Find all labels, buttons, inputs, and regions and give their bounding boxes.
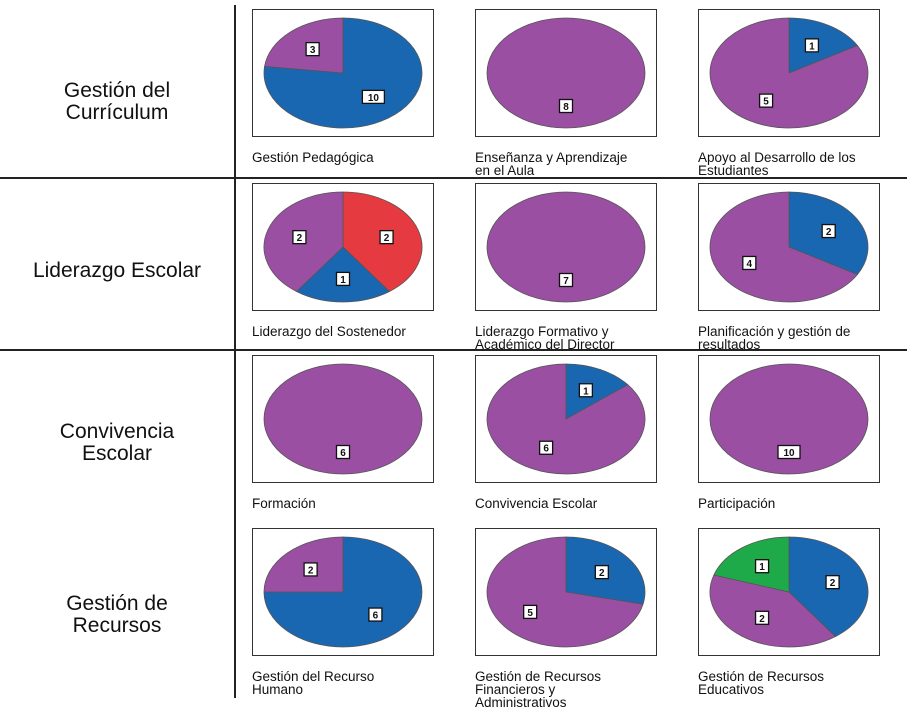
slice-value-label: 1 [805,39,818,53]
slice-value-label: 10 [362,90,384,104]
slice-value-label: 1 [337,272,350,286]
pie-chart-title: Planificación y gestión de resultados [698,325,850,351]
pie-chart-title: Gestión de Recursos Educativos [698,670,824,696]
pie-chart: 62 [252,528,434,656]
svg-text:1: 1 [809,41,815,52]
row-label-recursos: Gestión de Recursos [0,593,234,637]
pie-chart-title: Gestión Pedagógica [252,151,374,164]
svg-text:2: 2 [826,227,832,238]
slice-value-label: 7 [560,274,573,288]
pie-chart: 25 [475,528,657,656]
slice-value-label: 2 [595,566,608,580]
svg-text:2: 2 [830,578,836,589]
svg-text:10: 10 [368,93,380,104]
pie-chart: 15 [698,9,880,137]
pie-chart-title: Enseñanza y Aprendizaje en el Aula [475,151,627,177]
slice-value-label: 2 [380,231,393,245]
slice-value-label: 1 [579,384,592,398]
slice-value-label: 6 [337,446,350,460]
slice-value-label: 2 [826,576,839,590]
svg-text:7: 7 [563,276,569,287]
pie-chart-title: Gestión del Recurso Humano [252,670,374,696]
pie-chart-title: Participación [698,497,775,510]
svg-text:4: 4 [747,259,753,270]
slice-value-label: 5 [760,94,773,108]
slice-value-label: 6 [540,441,553,455]
svg-text:5: 5 [527,608,533,619]
slice-value-label: 4 [743,256,756,270]
pie-chart-panel: 6 2 Gestión del Recurso Humano [252,528,434,693]
pie-chart-title: Apoyo al Desarrollo de los Estudiantes [698,151,856,177]
pie-chart-panel: 6 Formación [252,355,434,520]
slice-value-label: 3 [306,43,319,57]
pie-chart-title: Liderazgo del Sostenedor [252,325,406,338]
pie-chart: 10 3 [252,9,434,137]
pie-chart-panel: 7 Liderazgo Formativo y Académico del Dir… [475,183,657,348]
divider-vertical [234,5,236,698]
pie-chart-panel: 2 4 Planificación y gestión de resultados [698,183,880,348]
svg-text:8: 8 [563,102,569,113]
svg-text:1: 1 [340,275,346,286]
svg-text:2: 2 [297,233,303,244]
pie-slice [265,18,343,73]
svg-text:1: 1 [759,562,765,573]
slice-value-label: 2 [293,231,306,245]
pie-chart-title: Formación [252,497,316,510]
pie-chart: 6 [252,355,434,483]
divider-horizontal [0,177,907,179]
pie-chart-panel: 2 1 2 Liderazgo del Sostenedor [252,183,434,348]
pie-chart-panel: 10 Participación [698,355,880,520]
slice-value-label: 8 [560,100,573,114]
svg-text:6: 6 [373,611,379,622]
row-label-convivencia: Convivencia Escolar [0,421,234,465]
pie-chart-title: Liderazgo Formativo y Académico del Dire… [475,325,615,351]
svg-text:3: 3 [310,45,316,56]
svg-text:2: 2 [308,565,314,576]
pie-chart: 2 1 2 [252,183,434,311]
pie-chart: 10 [698,355,880,483]
slice-value-label: 6 [369,608,382,622]
slice-value-label: 2 [822,225,835,239]
svg-text:2: 2 [384,233,390,244]
svg-text:2: 2 [759,614,765,625]
slice-value-label: 1 [756,560,769,574]
svg-text:5: 5 [763,97,769,108]
pie-chart-title: Convivencia Escolar [475,497,597,510]
slice-value-label: 5 [524,605,537,619]
pie-chart: 24 [698,183,880,311]
pie-chart-title: Gestión de Recursos Financieros y Admini… [475,670,601,709]
pie-chart-panel: 1 5 Apoyo al Desarrollo de los Estudiantes [698,9,880,174]
svg-text:1: 1 [583,386,589,397]
pie-chart-panel: 2 2 1 Gestión de Recursos Educativos [698,528,880,693]
pie-chart: 7 [475,183,657,311]
row-label-curriculum: Gestión del Currículum [0,80,234,124]
pie-chart: 2 2 1 [698,528,880,656]
pie-chart-panel: 10 3 Gestión Pedagógica [252,9,434,174]
svg-text:10: 10 [783,448,795,459]
slice-value-label: 2 [304,563,317,577]
row-label-liderazgo: Liderazgo Escolar [0,260,234,282]
pie-chart-panel: 1 6 Convivencia Escolar [475,355,657,520]
svg-text:2: 2 [599,568,605,579]
svg-text:6: 6 [340,448,346,459]
pie-chart-panel: 2 5 Gestión de Recursos Financieros y Admi… [475,528,657,693]
pie-chart: 16 [475,355,657,483]
pie-chart-panel: 8 Enseñanza y Aprendizaje en el Aula [475,9,657,174]
pie-chart: 8 [475,9,657,137]
slice-value-label: 2 [756,611,769,625]
svg-text:6: 6 [543,444,549,455]
slice-value-label: 10 [778,446,800,460]
